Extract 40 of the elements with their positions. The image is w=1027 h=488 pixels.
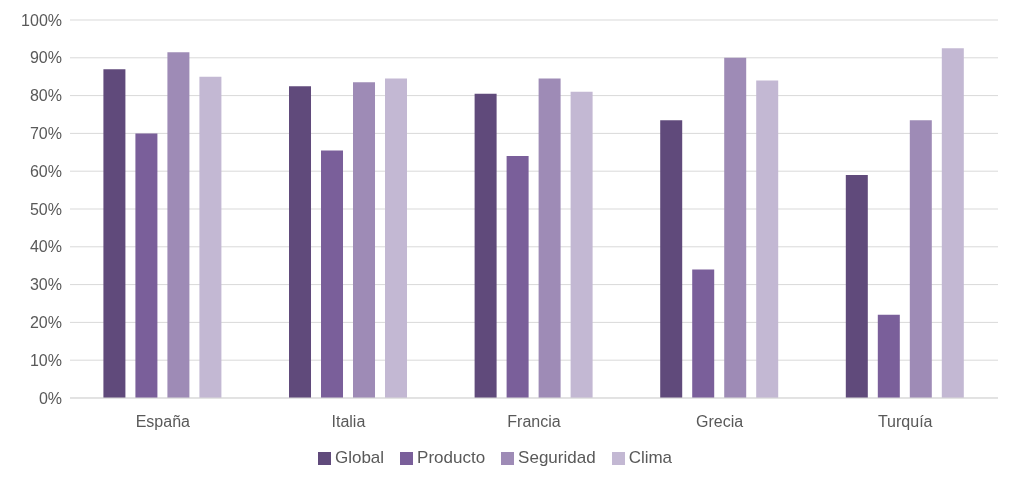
legend-label: Clima [628,448,673,467]
y-tick-label: 0% [38,389,62,407]
y-tick-label: 20% [29,314,62,332]
y-tick-label: 80% [29,87,62,105]
legend-label: Seguridad [518,448,596,467]
bar [135,133,158,398]
x-tick-label: Grecia [696,413,744,431]
y-tick-label: 100% [21,11,62,29]
bar [909,120,932,398]
y-tick-label: 40% [29,238,62,256]
bar [660,120,683,398]
bar [199,76,222,398]
bar [538,78,561,398]
bar [353,82,376,398]
y-tick-label: 60% [29,162,62,180]
y-tick-label: 50% [29,200,62,218]
bar [506,156,529,398]
x-tick-label: Italia [331,413,366,431]
bar [724,57,747,398]
bar [692,269,715,398]
bar [845,174,868,398]
legend-label: Global [334,448,385,467]
bar [289,86,312,398]
bar [756,80,779,398]
x-tick-label: España [135,413,191,431]
y-tick-label: 90% [29,49,62,67]
y-tick-label: 10% [29,351,62,369]
bar [167,52,190,398]
bar [877,314,900,398]
y-tick-label: 30% [29,276,62,294]
x-tick-label: Francia [507,413,561,431]
bar [103,69,126,398]
bar [941,48,964,398]
legend-label: Producto [417,448,486,467]
bar [385,78,408,398]
bar [474,93,497,398]
y-tick-label: 70% [29,125,62,143]
x-tick-label: Turquía [877,413,933,431]
bar [321,150,344,398]
bar [570,91,593,398]
